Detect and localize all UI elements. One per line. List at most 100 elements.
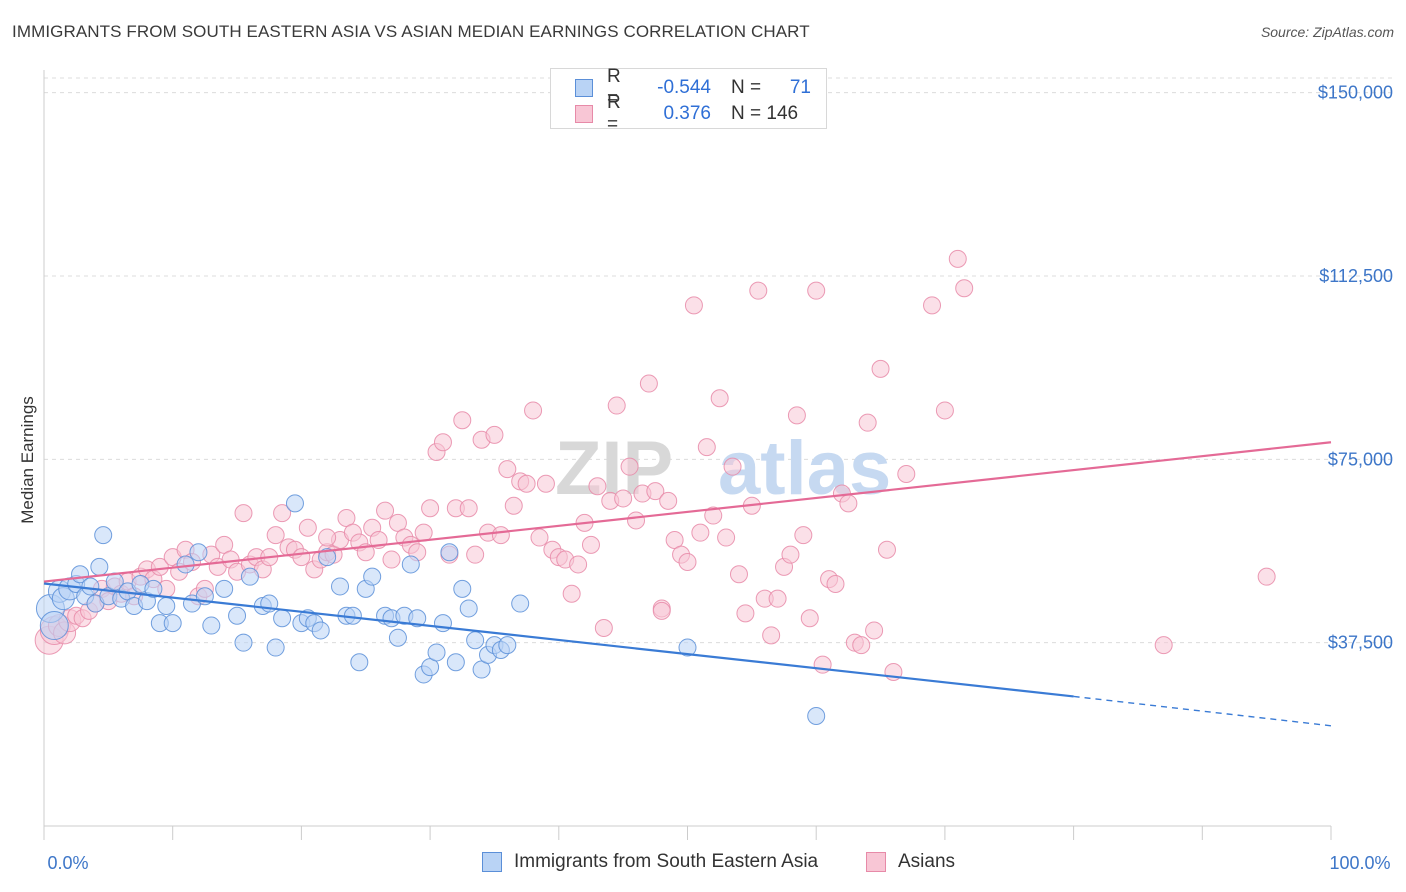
trend-line-immigrants [43,582,1074,698]
point-immigrants [807,707,826,725]
point-asians [1154,636,1173,655]
point-asians [376,501,395,520]
point-asians [292,548,311,567]
point-asians [273,504,292,523]
point-asians [517,474,536,493]
point-immigrants [81,577,100,596]
point-asians [749,281,768,300]
trend-lines [43,441,1332,727]
point-asians [298,518,317,537]
point-asians [433,433,452,452]
point-asians [865,621,884,640]
legend-swatch-asians [866,852,886,872]
point-immigrants [363,567,382,586]
point-asians [569,555,588,574]
point-asians [935,401,954,420]
point-asians [530,528,549,547]
point-immigrants [466,631,485,650]
point-immigrants [189,543,208,562]
point-asians [498,460,517,479]
legend-item-immigrants[interactable]: Immigrants from South Eastern Asia [482,851,818,873]
point-immigrants [240,567,259,586]
source-label: Source: ZipAtlas.com [1260,24,1394,40]
point-asians [1257,567,1276,586]
point-asians [768,589,787,608]
legend-swatch-asians [575,105,593,123]
point-asians [807,281,826,300]
point-asians [839,494,858,513]
legend-n-value: 71 [789,77,811,98]
point-asians [504,496,523,515]
point-immigrants [285,494,304,513]
legend-r-value: 0.376 [663,103,711,124]
trend-line-immigrants-extension [1073,695,1332,727]
point-immigrants [163,614,182,633]
point-asians [858,413,877,432]
point-immigrants [459,599,478,618]
point-asians [491,526,510,545]
legend-r-value: -0.544 [657,77,711,98]
series-legend: Immigrants from South Eastern Asia Asian… [0,851,1406,877]
point-asians [150,557,169,576]
point-asians [382,550,401,569]
point-asians [697,438,716,457]
point-asians [646,482,665,501]
point-asians [234,504,253,523]
legend-row-immigrants: R = -0.544 N = 71 [575,66,811,109]
point-asians [736,604,755,623]
y-tick-label: $112,500 [1319,266,1393,286]
x-tick-labels: 0.0% 100.0% [47,853,1390,873]
point-asians [826,575,845,593]
legend-swatch-immigrants [575,79,593,97]
chart-title: IMMIGRANTS FROM SOUTH EASTERN ASIA VS AS… [12,22,810,41]
point-asians [794,526,813,545]
point-asians [923,296,942,315]
point-asians [588,477,607,496]
y-tick-label: $150,000 [1318,83,1393,103]
point-asians [266,526,285,545]
point-asians [620,457,639,476]
point-asians [614,489,633,508]
point-asians [627,511,646,530]
y-tick-labels: $37,500 $75,000 $112,500 $150,000 [1318,83,1393,653]
point-immigrants [234,633,253,652]
legend-n-label: N = 146 [731,103,799,124]
point-asians [607,396,626,415]
point-immigrants [90,557,109,576]
point-immigrants [202,616,221,635]
point-asians [659,491,678,510]
legend-swatch-immigrants [482,852,502,872]
point-asians [897,465,916,483]
point-immigrants [157,597,176,615]
point-immigrants [273,609,292,628]
point-asians [762,626,781,645]
point-immigrants [144,579,163,598]
point-immigrants [440,543,459,562]
point-immigrants [311,621,330,640]
x-tick-label-min: 0.0% [47,853,88,873]
point-asians [536,474,555,493]
series-immigrants-points [35,494,826,725]
y-axis-title: Median Earnings [18,396,37,524]
point-asians [871,359,890,378]
point-immigrants [350,653,369,672]
point-asians [704,506,723,525]
point-asians [948,249,967,268]
point-asians [485,425,504,444]
legend-label-immigrants: Immigrants from South Eastern Asia [514,851,819,872]
point-immigrants [176,555,195,574]
point-asians [466,545,485,564]
point-asians [684,296,703,315]
point-asians [652,601,671,620]
point-immigrants [266,638,285,657]
legend-item-asians[interactable]: Asians [866,851,955,873]
point-asians [524,401,543,420]
point-immigrants [678,638,697,657]
point-immigrants [453,579,472,598]
watermark-atlas: atlas [718,426,891,511]
point-asians [800,609,819,628]
axes [43,70,1332,840]
x-tick-label-max: 100.0% [1329,853,1390,873]
point-immigrants [401,555,420,574]
